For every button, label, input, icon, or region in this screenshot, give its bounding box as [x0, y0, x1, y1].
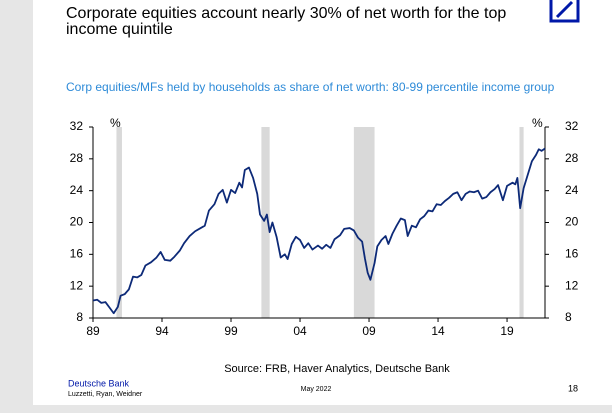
line-series	[92, 147, 546, 315]
footer-page: 18	[568, 383, 578, 393]
y2-tick-label: 20	[565, 215, 579, 229]
x-tick-label: 89	[86, 324, 100, 338]
x-tick-label: 19	[500, 324, 514, 338]
y2-tick-label: 24	[565, 183, 579, 197]
logo	[549, 0, 580, 23]
y2-tick-label: 8	[565, 310, 572, 324]
shaded-period	[116, 127, 122, 318]
shaded-period	[353, 127, 375, 318]
x-tick-label: 04	[293, 324, 307, 338]
y2-tick-label: 12	[565, 278, 579, 292]
y2-tick-label: 28	[565, 151, 579, 165]
y-tick-label: 32	[70, 119, 84, 133]
y-tick-label: 24	[70, 183, 84, 197]
y-tick-label: 20	[70, 215, 84, 229]
x-tick-label: 94	[155, 324, 169, 338]
slide: Corporate equities account nearly 30% of…	[33, 0, 612, 405]
footer-authors: Luzzetti, Ryan, Weidner	[68, 391, 143, 398]
x-tick-label: 09	[362, 324, 376, 338]
y-tick-label: 8	[76, 310, 83, 324]
y-unit-right: %	[532, 116, 543, 130]
footer-date: May 2022	[301, 386, 332, 393]
shaded-period	[261, 127, 270, 318]
y-unit-left: %	[110, 116, 121, 130]
y-tick-label: 28	[70, 151, 84, 165]
x-tick-label: 99	[224, 324, 238, 338]
y2-tick-label: 16	[565, 247, 579, 261]
shaded-period	[519, 127, 524, 318]
title: Corporate equities account nearly 30% of…	[66, 5, 507, 38]
x-tick-label: 14	[431, 324, 445, 338]
y2-tick-label: 32	[565, 119, 579, 133]
y-tick-label: 12	[70, 278, 84, 292]
source: Source: FRB, Haver Analytics, Deutsche B…	[224, 363, 450, 375]
footer-company: Deutsche Bank	[68, 378, 130, 388]
subtitle: Corp equities/MFs held by households as …	[66, 80, 555, 94]
y-tick-label: 16	[70, 247, 84, 261]
